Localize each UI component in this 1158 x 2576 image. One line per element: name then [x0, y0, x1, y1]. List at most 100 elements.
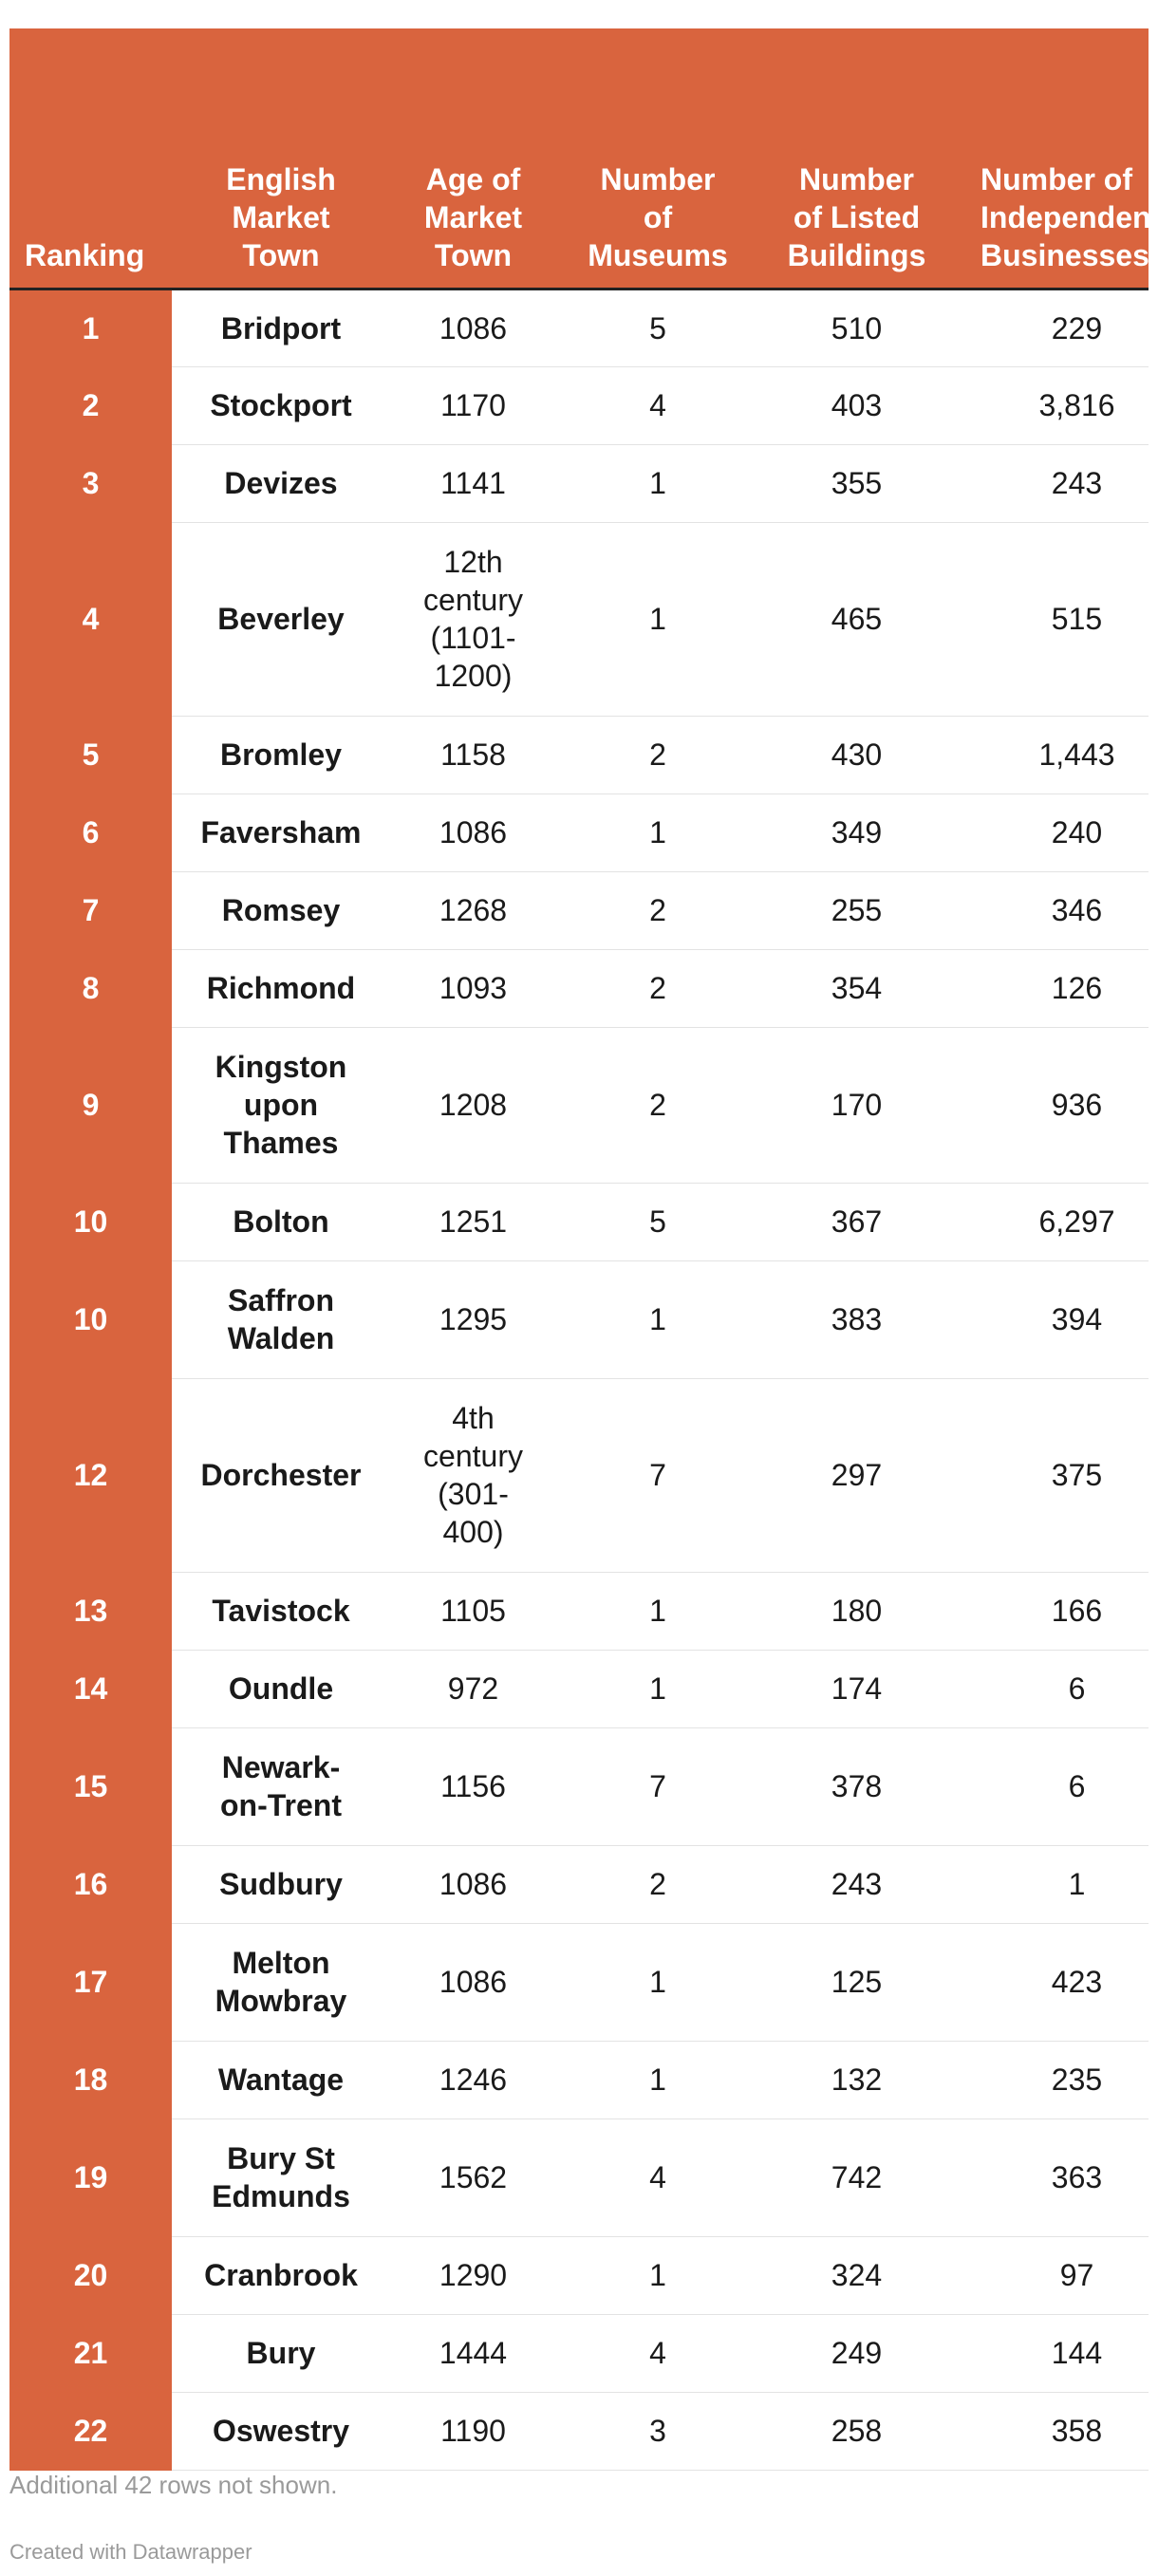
- age-cell: 1251: [390, 1183, 556, 1261]
- table-row: 10 Bolton 1251 5 367 6,297: [9, 1183, 1149, 1261]
- museums-cell: 5: [556, 289, 759, 367]
- listed-buildings-cell: 255: [759, 871, 954, 950]
- town-name-cell: Melton Mowbray: [172, 1923, 390, 2042]
- age-cell: 972: [390, 1650, 556, 1728]
- table-body: 1 Bridport 1086 5 510 229 2 Stockport 1170 4 403 3,…: [9, 289, 1149, 2471]
- table-row: 9 Kingston upon Thames 1208 2 170 936: [9, 1027, 1149, 1184]
- age-cell: 4th century (301- 400): [390, 1378, 556, 1573]
- museums-cell: 1: [556, 2236, 759, 2315]
- table-row: 3 Devizes 1141 1 355 243: [9, 444, 1149, 523]
- ranking-cell: 12: [9, 1378, 172, 1573]
- listed-buildings-cell: 324: [759, 2236, 954, 2315]
- listed-buildings-cell: 249: [759, 2314, 954, 2393]
- museums-cell: 7: [556, 1727, 759, 1846]
- ranking-cell: 19: [9, 2119, 172, 2237]
- ranking-cell: 9: [9, 1027, 172, 1184]
- column-header[interactable]: Age of Market Town: [390, 28, 556, 290]
- town-name-cell: Tavistock: [172, 1572, 390, 1651]
- data-table: Ranking English Market Town Age of Market …: [9, 28, 1149, 2471]
- table-row: 5 Bromley 1158 2 430 1,443: [9, 716, 1149, 794]
- town-name-cell: Faversham: [172, 793, 390, 872]
- listed-buildings-cell: 174: [759, 1650, 954, 1728]
- independent-businesses-cell: 515: [954, 522, 1149, 717]
- table-row: 6 Faversham 1086 1 349 240: [9, 793, 1149, 872]
- town-name-cell: Newark- on-Trent: [172, 1727, 390, 1846]
- age-cell: 1170: [390, 366, 556, 445]
- table-row: 18 Wantage 1246 1 132 235: [9, 2041, 1149, 2119]
- age-cell: 1086: [390, 289, 556, 367]
- column-header[interactable]: Ranking: [9, 28, 172, 290]
- museums-cell: 1: [556, 522, 759, 717]
- independent-businesses-cell: 375: [954, 1378, 1149, 1573]
- table-row: 4 Beverley 12th century (1101- 1200) 1 465 51…: [9, 522, 1149, 717]
- listed-buildings-cell: 378: [759, 1727, 954, 1846]
- table-row: 22 Oswestry 1190 3 258 358: [9, 2392, 1149, 2471]
- ranking-cell: 18: [9, 2041, 172, 2119]
- town-name-cell: Stockport: [172, 366, 390, 445]
- town-name-cell: Oundle: [172, 1650, 390, 1728]
- age-cell: 1093: [390, 949, 556, 1028]
- independent-businesses-cell: 6,297: [954, 1183, 1149, 1261]
- town-name-cell: Wantage: [172, 2041, 390, 2119]
- table-row: 13 Tavistock 1105 1 180 166: [9, 1572, 1149, 1651]
- independent-businesses-cell: 1,443: [954, 716, 1149, 794]
- museums-cell: 2: [556, 871, 759, 950]
- ranking-cell: 20: [9, 2236, 172, 2315]
- table-row: 17 Melton Mowbray 1086 1 125 423: [9, 1923, 1149, 2042]
- town-name-cell: Bolton: [172, 1183, 390, 1261]
- ranking-cell: 17: [9, 1923, 172, 2042]
- town-name-cell: Sudbury: [172, 1845, 390, 1924]
- ranking-cell: 14: [9, 1650, 172, 1728]
- age-cell: 1105: [390, 1572, 556, 1651]
- museums-cell: 1: [556, 1572, 759, 1651]
- column-header[interactable]: Number of Museums: [556, 28, 759, 290]
- museums-cell: 1: [556, 1923, 759, 2042]
- town-name-cell: Cranbrook: [172, 2236, 390, 2315]
- independent-businesses-cell: 346: [954, 871, 1149, 950]
- ranking-cell: 10: [9, 1260, 172, 1379]
- table-row: 15 Newark- on-Trent 1156 7 378 6: [9, 1727, 1149, 1846]
- listed-buildings-cell: 170: [759, 1027, 954, 1184]
- column-header[interactable]: English Market Town: [172, 28, 390, 290]
- independent-businesses-cell: 126: [954, 949, 1149, 1028]
- credit-line: Created with Datawrapper: [9, 2540, 252, 2564]
- independent-businesses-cell: 936: [954, 1027, 1149, 1184]
- column-header[interactable]: Number of Listed Buildings: [759, 28, 954, 290]
- museums-cell: 4: [556, 366, 759, 445]
- museums-cell: 1: [556, 444, 759, 523]
- independent-businesses-cell: 6: [954, 1650, 1149, 1728]
- table-row: 7 Romsey 1268 2 255 346: [9, 871, 1149, 950]
- ranking-cell: 13: [9, 1572, 172, 1651]
- town-name-cell: Richmond: [172, 949, 390, 1028]
- age-cell: 1208: [390, 1027, 556, 1184]
- age-cell: 1295: [390, 1260, 556, 1379]
- town-name-cell: Devizes: [172, 444, 390, 523]
- ranking-cell: 10: [9, 1183, 172, 1261]
- ranking-cell: 7: [9, 871, 172, 950]
- data-table-container: Ranking English Market Town Age of Market …: [9, 28, 1149, 2471]
- museums-cell: 2: [556, 949, 759, 1028]
- table-row: 1 Bridport 1086 5 510 229: [9, 289, 1149, 367]
- museums-cell: 2: [556, 716, 759, 794]
- ranking-cell: 2: [9, 366, 172, 445]
- table-row: 16 Sudbury 1086 2 243 1: [9, 1845, 1149, 1924]
- ranking-cell: 16: [9, 1845, 172, 1924]
- ranking-cell: 8: [9, 949, 172, 1028]
- listed-buildings-cell: 125: [759, 1923, 954, 2042]
- town-name-cell: Dorchester: [172, 1378, 390, 1573]
- museums-cell: 7: [556, 1378, 759, 1573]
- independent-businesses-cell: 144: [954, 2314, 1149, 2393]
- museums-cell: 1: [556, 793, 759, 872]
- ranking-cell: 6: [9, 793, 172, 872]
- town-name-cell: Bridport: [172, 289, 390, 367]
- listed-buildings-cell: 132: [759, 2041, 954, 2119]
- town-name-cell: Beverley: [172, 522, 390, 717]
- age-cell: 12th century (1101- 1200): [390, 522, 556, 717]
- table-notes: Additional 42 rows not shown.: [9, 2471, 338, 2499]
- listed-buildings-cell: 510: [759, 289, 954, 367]
- column-header[interactable]: Number of Independent Businesses: [954, 28, 1149, 290]
- town-name-cell: Saffron Walden: [172, 1260, 390, 1379]
- ranking-cell: 5: [9, 716, 172, 794]
- museums-cell: 2: [556, 1845, 759, 1924]
- town-name-cell: Romsey: [172, 871, 390, 950]
